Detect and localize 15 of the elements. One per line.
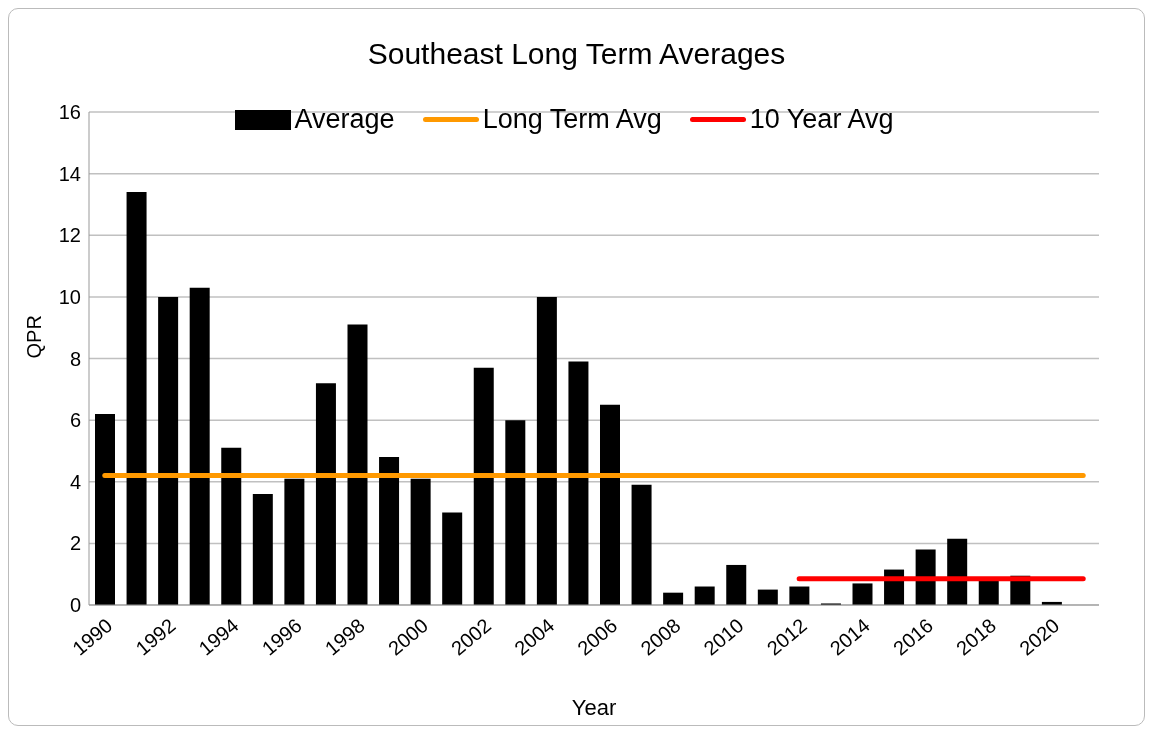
chart-title: Southeast Long Term Averages	[366, 37, 787, 71]
x-axis-title: Year	[571, 695, 617, 720]
legend-label: Long Term Avg	[481, 104, 662, 135]
y-tick-label: 2	[69, 532, 81, 555]
y-tick-label: 12	[58, 224, 81, 247]
y-axis-title: QPR	[23, 315, 46, 359]
y-tick-label: 4	[69, 470, 81, 493]
legend-label: Average	[293, 104, 395, 135]
y-tick-label: 16	[58, 101, 81, 124]
y-tick-label: 8	[69, 347, 81, 370]
y-tick-label: 14	[58, 162, 81, 185]
y-tick-label: 10	[58, 285, 81, 308]
y-tick-label: 0	[69, 594, 81, 617]
legend-label: 10 Year Avg	[748, 104, 894, 135]
y-tick-label: 6	[69, 409, 81, 432]
